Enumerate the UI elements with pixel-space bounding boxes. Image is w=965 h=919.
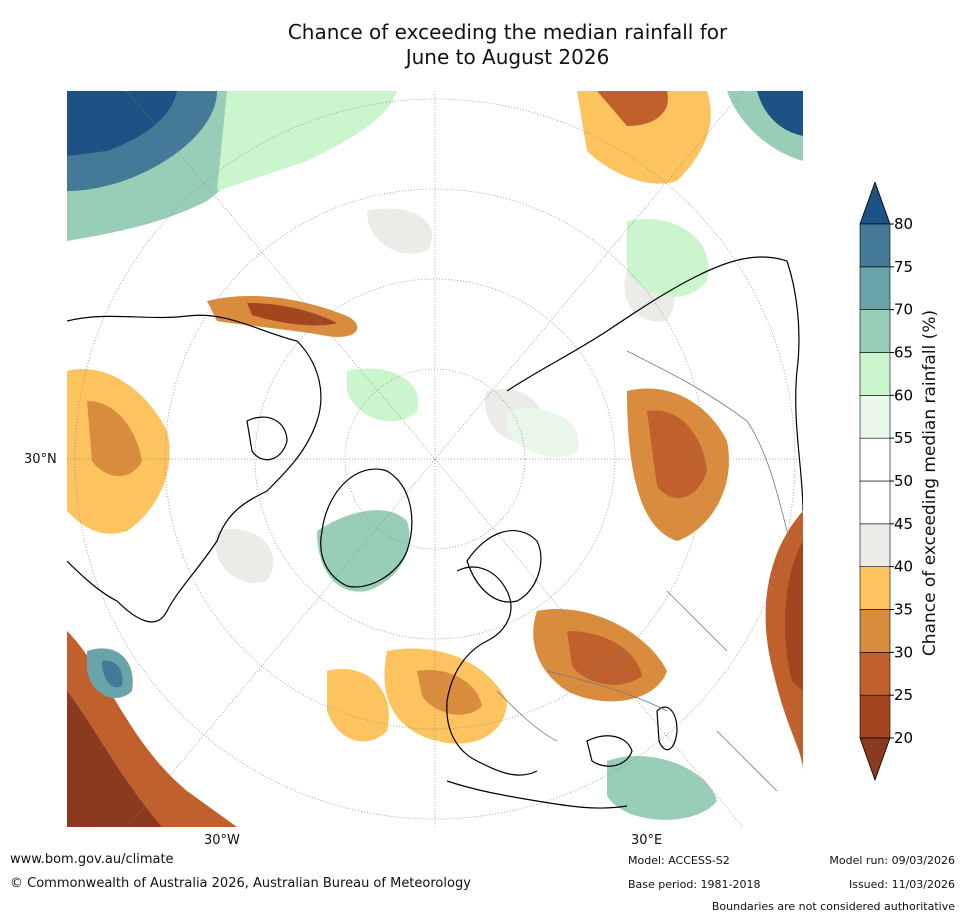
colorbar-tick-label: 40	[894, 558, 913, 576]
sw-dry-core	[67, 691, 162, 827]
copyright-text: © Commonwealth of Australia 2026, Austra…	[10, 876, 471, 891]
colorbar-tick-label: 80	[894, 215, 913, 233]
colorbar-tick-label: 25	[894, 686, 913, 704]
map-title: Chance of exceeding the median rainfall …	[0, 20, 965, 70]
lat-label-30n: 30°N	[24, 452, 57, 467]
n-green-band	[217, 91, 397, 191]
colorbar-bin	[859, 694, 891, 739]
russia-green	[627, 219, 709, 298]
scandinavia	[466, 530, 542, 603]
lon-label-30e: 30°E	[631, 833, 663, 848]
north-america-coast	[67, 314, 322, 623]
se-dry-core	[785, 541, 803, 691]
model-run-text: Model run: 09/03/2026	[829, 854, 955, 867]
base-period-text: Base period: 1981-2018	[628, 878, 761, 891]
atlantic-dry	[327, 669, 389, 742]
ne-wet-core	[757, 91, 803, 136]
russia-arctic-coast	[506, 256, 788, 392]
colorbar-tick-label: 75	[894, 258, 913, 276]
colorbar-bin	[859, 309, 891, 353]
colorbar-tick-label: 20	[894, 729, 913, 747]
colorbar-bin	[859, 223, 891, 268]
colorbar-bin	[859, 523, 891, 567]
colorbar-tick-label: 55	[894, 429, 913, 447]
title-line-2: June to August 2026	[405, 45, 610, 69]
mideast-teal	[607, 755, 717, 820]
website-link[interactable]: www.bom.gov.au/climate	[10, 852, 174, 867]
nw-wet-core	[67, 91, 177, 156]
title-line-1: Chance of exceeding the median rainfall …	[287, 20, 728, 44]
lon-label-30w: 30°W	[204, 833, 240, 848]
coastlines	[67, 256, 803, 809]
borders	[496, 350, 788, 792]
ne-dry-band	[577, 91, 711, 184]
colorbar-bin	[859, 437, 891, 482]
model-text: Model: ACCESS-S2	[628, 854, 730, 867]
colorbar-bin	[859, 609, 891, 653]
graticule	[67, 91, 803, 827]
gray-patch-3	[215, 529, 274, 583]
colorbar-label: Chance of exceeding median rainfall (%)	[920, 309, 940, 657]
greenland	[320, 468, 413, 588]
siberia-dry-core	[647, 410, 707, 498]
europe-dry-core	[417, 670, 482, 715]
colorbar-bin	[859, 266, 891, 310]
ne-wet-mid	[727, 91, 803, 161]
europe-coast	[446, 566, 538, 776]
colorbar-over-triangle	[859, 180, 891, 225]
asia-east-coast	[786, 260, 803, 512]
colorbar-bin	[859, 395, 891, 439]
greenland-wet	[317, 510, 410, 592]
colorbar-bin	[859, 566, 891, 610]
colorbar: 20 25 30 35 40 45 50 55 60 65 70 75 80	[858, 180, 965, 782]
colorbar-bin	[859, 352, 891, 396]
colorbar-tick-label: 30	[894, 643, 913, 661]
black-sea	[586, 735, 633, 767]
arctic-green-1	[347, 368, 419, 422]
ne-dry-core	[597, 91, 668, 126]
hudson-bay	[246, 416, 288, 461]
arctic-green-2	[507, 408, 579, 458]
colorbar-tick-label: 35	[894, 601, 913, 619]
colorbar-ticks: 20 25 30 35 40 45 50 55 60 65 70 75 80	[890, 215, 913, 747]
atlantic-wet-core	[102, 660, 123, 688]
pacific-dry-core	[247, 303, 337, 326]
colorbar-tick-label: 45	[894, 515, 913, 533]
colorbar-tick-label: 60	[894, 386, 913, 404]
caspian	[656, 706, 678, 751]
polar-map	[67, 91, 803, 827]
issued-text: Issued: 11/03/2026	[848, 878, 955, 891]
colorbar-bin	[859, 652, 891, 696]
colorbar-bin	[859, 480, 891, 525]
gray-patch-1	[367, 208, 433, 254]
colorbar-under-triangle	[859, 737, 891, 782]
map-canvas	[67, 91, 803, 827]
w-america-dry-core	[87, 401, 142, 476]
colorbar-svg: 20 25 30 35 40 45 50 55 60 65 70 75 80	[859, 180, 913, 782]
colorbar-tick-label: 65	[894, 344, 913, 362]
colorbar-bins	[859, 223, 891, 739]
disclaimer-text: Boundaries are not considered authoritat…	[711, 900, 955, 913]
colorbar-tick-label: 70	[894, 301, 913, 319]
central-asia-dry-core	[567, 631, 642, 685]
colorbar-tick-label: 50	[894, 472, 913, 490]
mediterranean	[446, 780, 628, 809]
